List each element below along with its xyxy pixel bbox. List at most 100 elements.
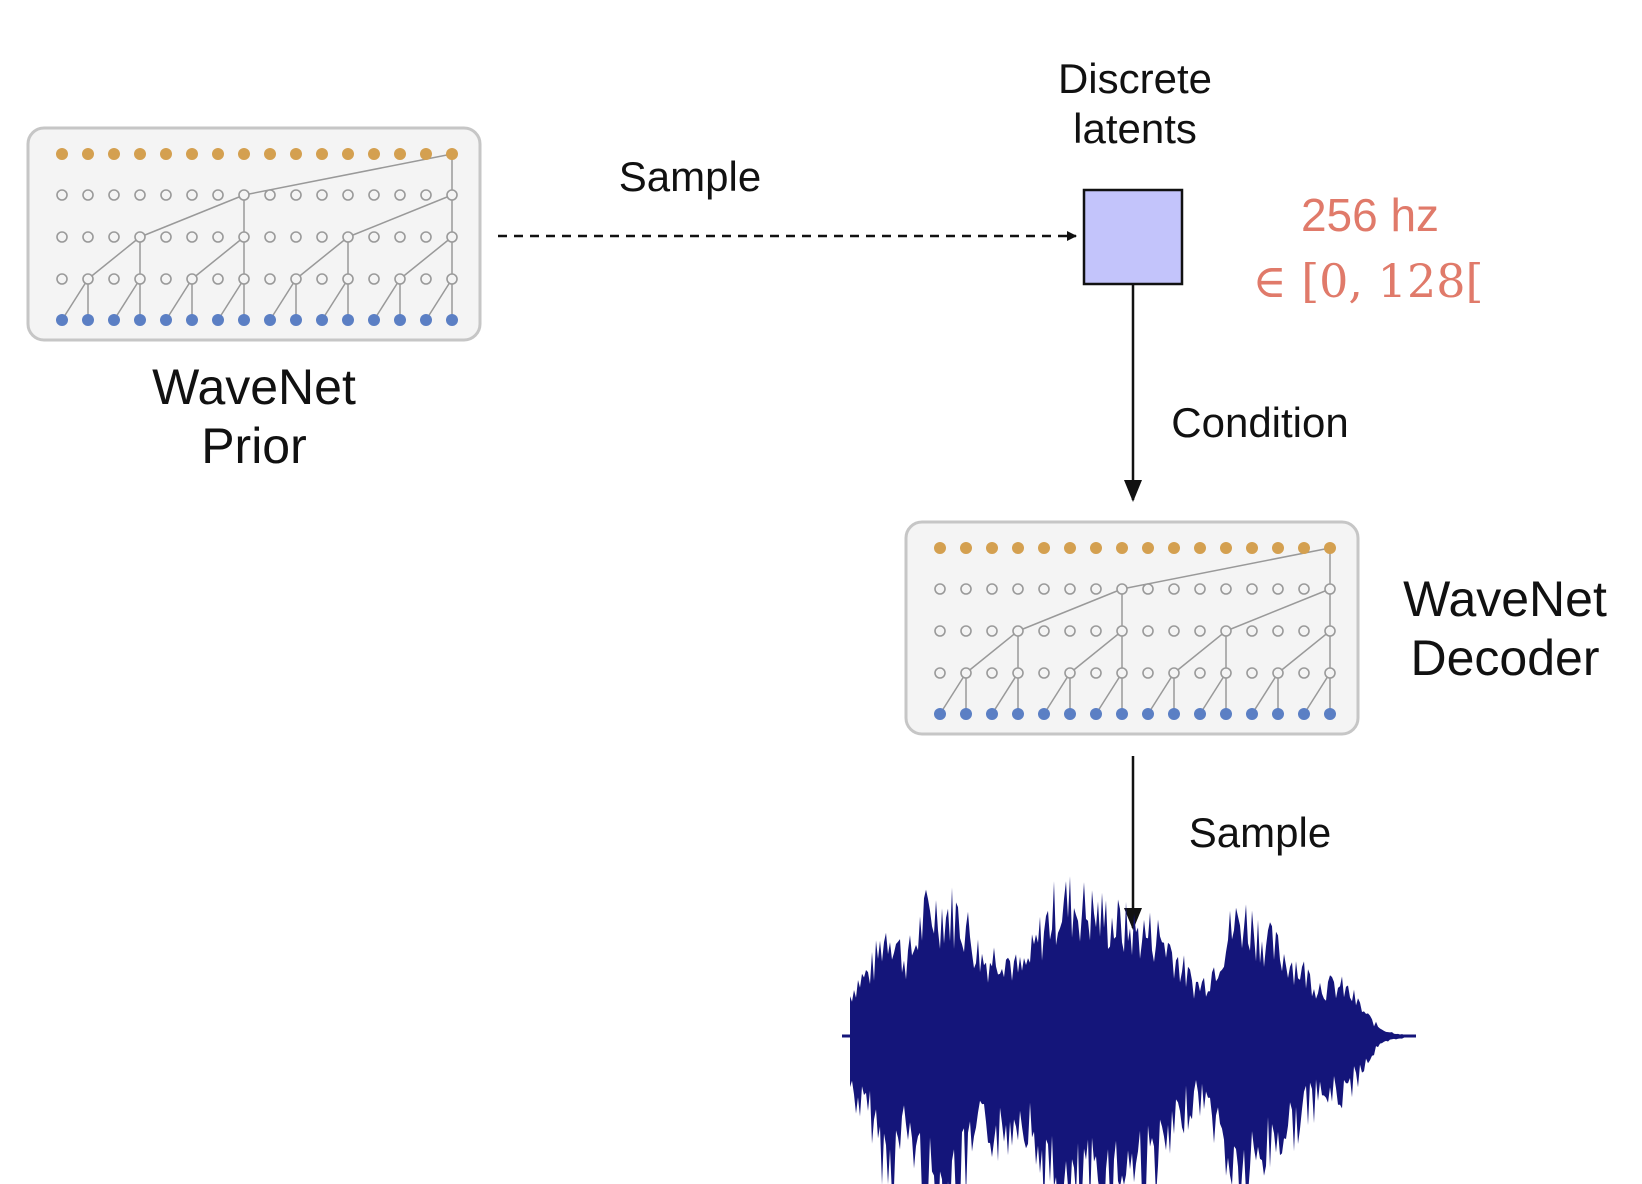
input-node	[56, 314, 68, 326]
input-node	[342, 314, 354, 326]
hidden-node	[1116, 625, 1128, 637]
hidden-node	[1324, 667, 1336, 679]
hidden-node	[420, 231, 432, 243]
hidden-node	[82, 273, 94, 285]
network-edge	[1095, 672, 1123, 715]
hidden-node	[1194, 625, 1206, 637]
output-node	[1064, 542, 1076, 554]
prior-title-line2: Prior	[201, 418, 307, 474]
network-edge	[991, 672, 1019, 715]
hidden-node	[186, 189, 198, 201]
hidden-node	[290, 189, 302, 201]
network-edge	[1303, 672, 1331, 715]
input-node	[212, 314, 224, 326]
output-node	[1142, 542, 1154, 554]
input-node	[1064, 708, 1076, 720]
hidden-node	[82, 231, 94, 243]
wavenet-prior-label: WaveNet Prior	[104, 358, 404, 476]
output-node	[342, 148, 354, 160]
network-edge	[1147, 672, 1175, 715]
wavenet-decoder-label: WaveNet Decoder	[1380, 570, 1630, 688]
input-node	[934, 708, 946, 720]
input-node	[290, 314, 302, 326]
hidden-node	[1272, 625, 1284, 637]
hidden-node	[56, 189, 68, 201]
input-node	[238, 314, 250, 326]
hidden-node	[1116, 667, 1128, 679]
network-edge	[1017, 588, 1123, 632]
hidden-node	[108, 273, 120, 285]
hidden-node	[160, 231, 172, 243]
hidden-node	[1194, 667, 1206, 679]
hidden-node	[342, 189, 354, 201]
hidden-node	[238, 189, 250, 201]
input-node	[1298, 708, 1310, 720]
output-node	[1246, 542, 1258, 554]
network-edge	[1069, 630, 1123, 674]
hidden-node	[1246, 625, 1258, 637]
input-node	[446, 314, 458, 326]
hidden-node	[160, 273, 172, 285]
hidden-node	[134, 189, 146, 201]
output-node	[56, 148, 68, 160]
hidden-node	[1090, 667, 1102, 679]
hidden-node	[394, 231, 406, 243]
hidden-node	[368, 189, 380, 201]
input-node	[134, 314, 146, 326]
output-node	[1298, 542, 1310, 554]
output-node	[960, 542, 972, 554]
hidden-node	[934, 667, 946, 679]
hidden-node	[108, 189, 120, 201]
hidden-node	[1142, 583, 1154, 595]
input-node	[1324, 708, 1336, 720]
output-node	[160, 148, 172, 160]
input-node	[264, 314, 276, 326]
hidden-node	[1038, 625, 1050, 637]
input-node	[1168, 708, 1180, 720]
discrete-latent-box	[1082, 188, 1184, 286]
hidden-node	[316, 189, 328, 201]
network-edge	[269, 278, 297, 321]
network-edge	[1043, 672, 1071, 715]
input-node	[82, 314, 94, 326]
decoder-title-line1: WaveNet	[1403, 571, 1607, 627]
network-edge	[347, 194, 453, 238]
input-node	[1012, 708, 1024, 720]
hidden-node	[1012, 625, 1024, 637]
hidden-node	[1298, 625, 1310, 637]
network-edge	[373, 278, 401, 321]
output-node	[1220, 542, 1232, 554]
input-node	[108, 314, 120, 326]
hidden-node	[1272, 583, 1284, 595]
hidden-node	[986, 667, 998, 679]
hidden-node	[1064, 625, 1076, 637]
hidden-node	[238, 273, 250, 285]
hidden-node	[394, 189, 406, 201]
hidden-node	[960, 625, 972, 637]
input-node	[1038, 708, 1050, 720]
input-node	[1142, 708, 1154, 720]
hidden-node	[960, 583, 972, 595]
output-node	[1038, 542, 1050, 554]
network-edge	[1121, 547, 1331, 590]
latent-range-label: ∈ [0, 128[	[1252, 254, 1484, 308]
hidden-node	[1038, 583, 1050, 595]
hidden-node	[1246, 667, 1258, 679]
input-node	[316, 314, 328, 326]
network-edge	[1199, 672, 1227, 715]
hidden-node	[1220, 625, 1232, 637]
waveform-shape	[850, 876, 1412, 1184]
network-edge	[87, 236, 141, 280]
network-edge	[965, 630, 1019, 674]
output-node	[316, 148, 328, 160]
hidden-node	[186, 231, 198, 243]
hidden-node	[1038, 667, 1050, 679]
hidden-node	[1272, 667, 1284, 679]
network-edge	[191, 236, 245, 280]
hidden-node	[186, 273, 198, 285]
output-node	[108, 148, 120, 160]
hidden-node	[212, 273, 224, 285]
hidden-node	[108, 231, 120, 243]
network-edge	[295, 236, 349, 280]
latents-label-line2: latents	[1073, 104, 1197, 152]
